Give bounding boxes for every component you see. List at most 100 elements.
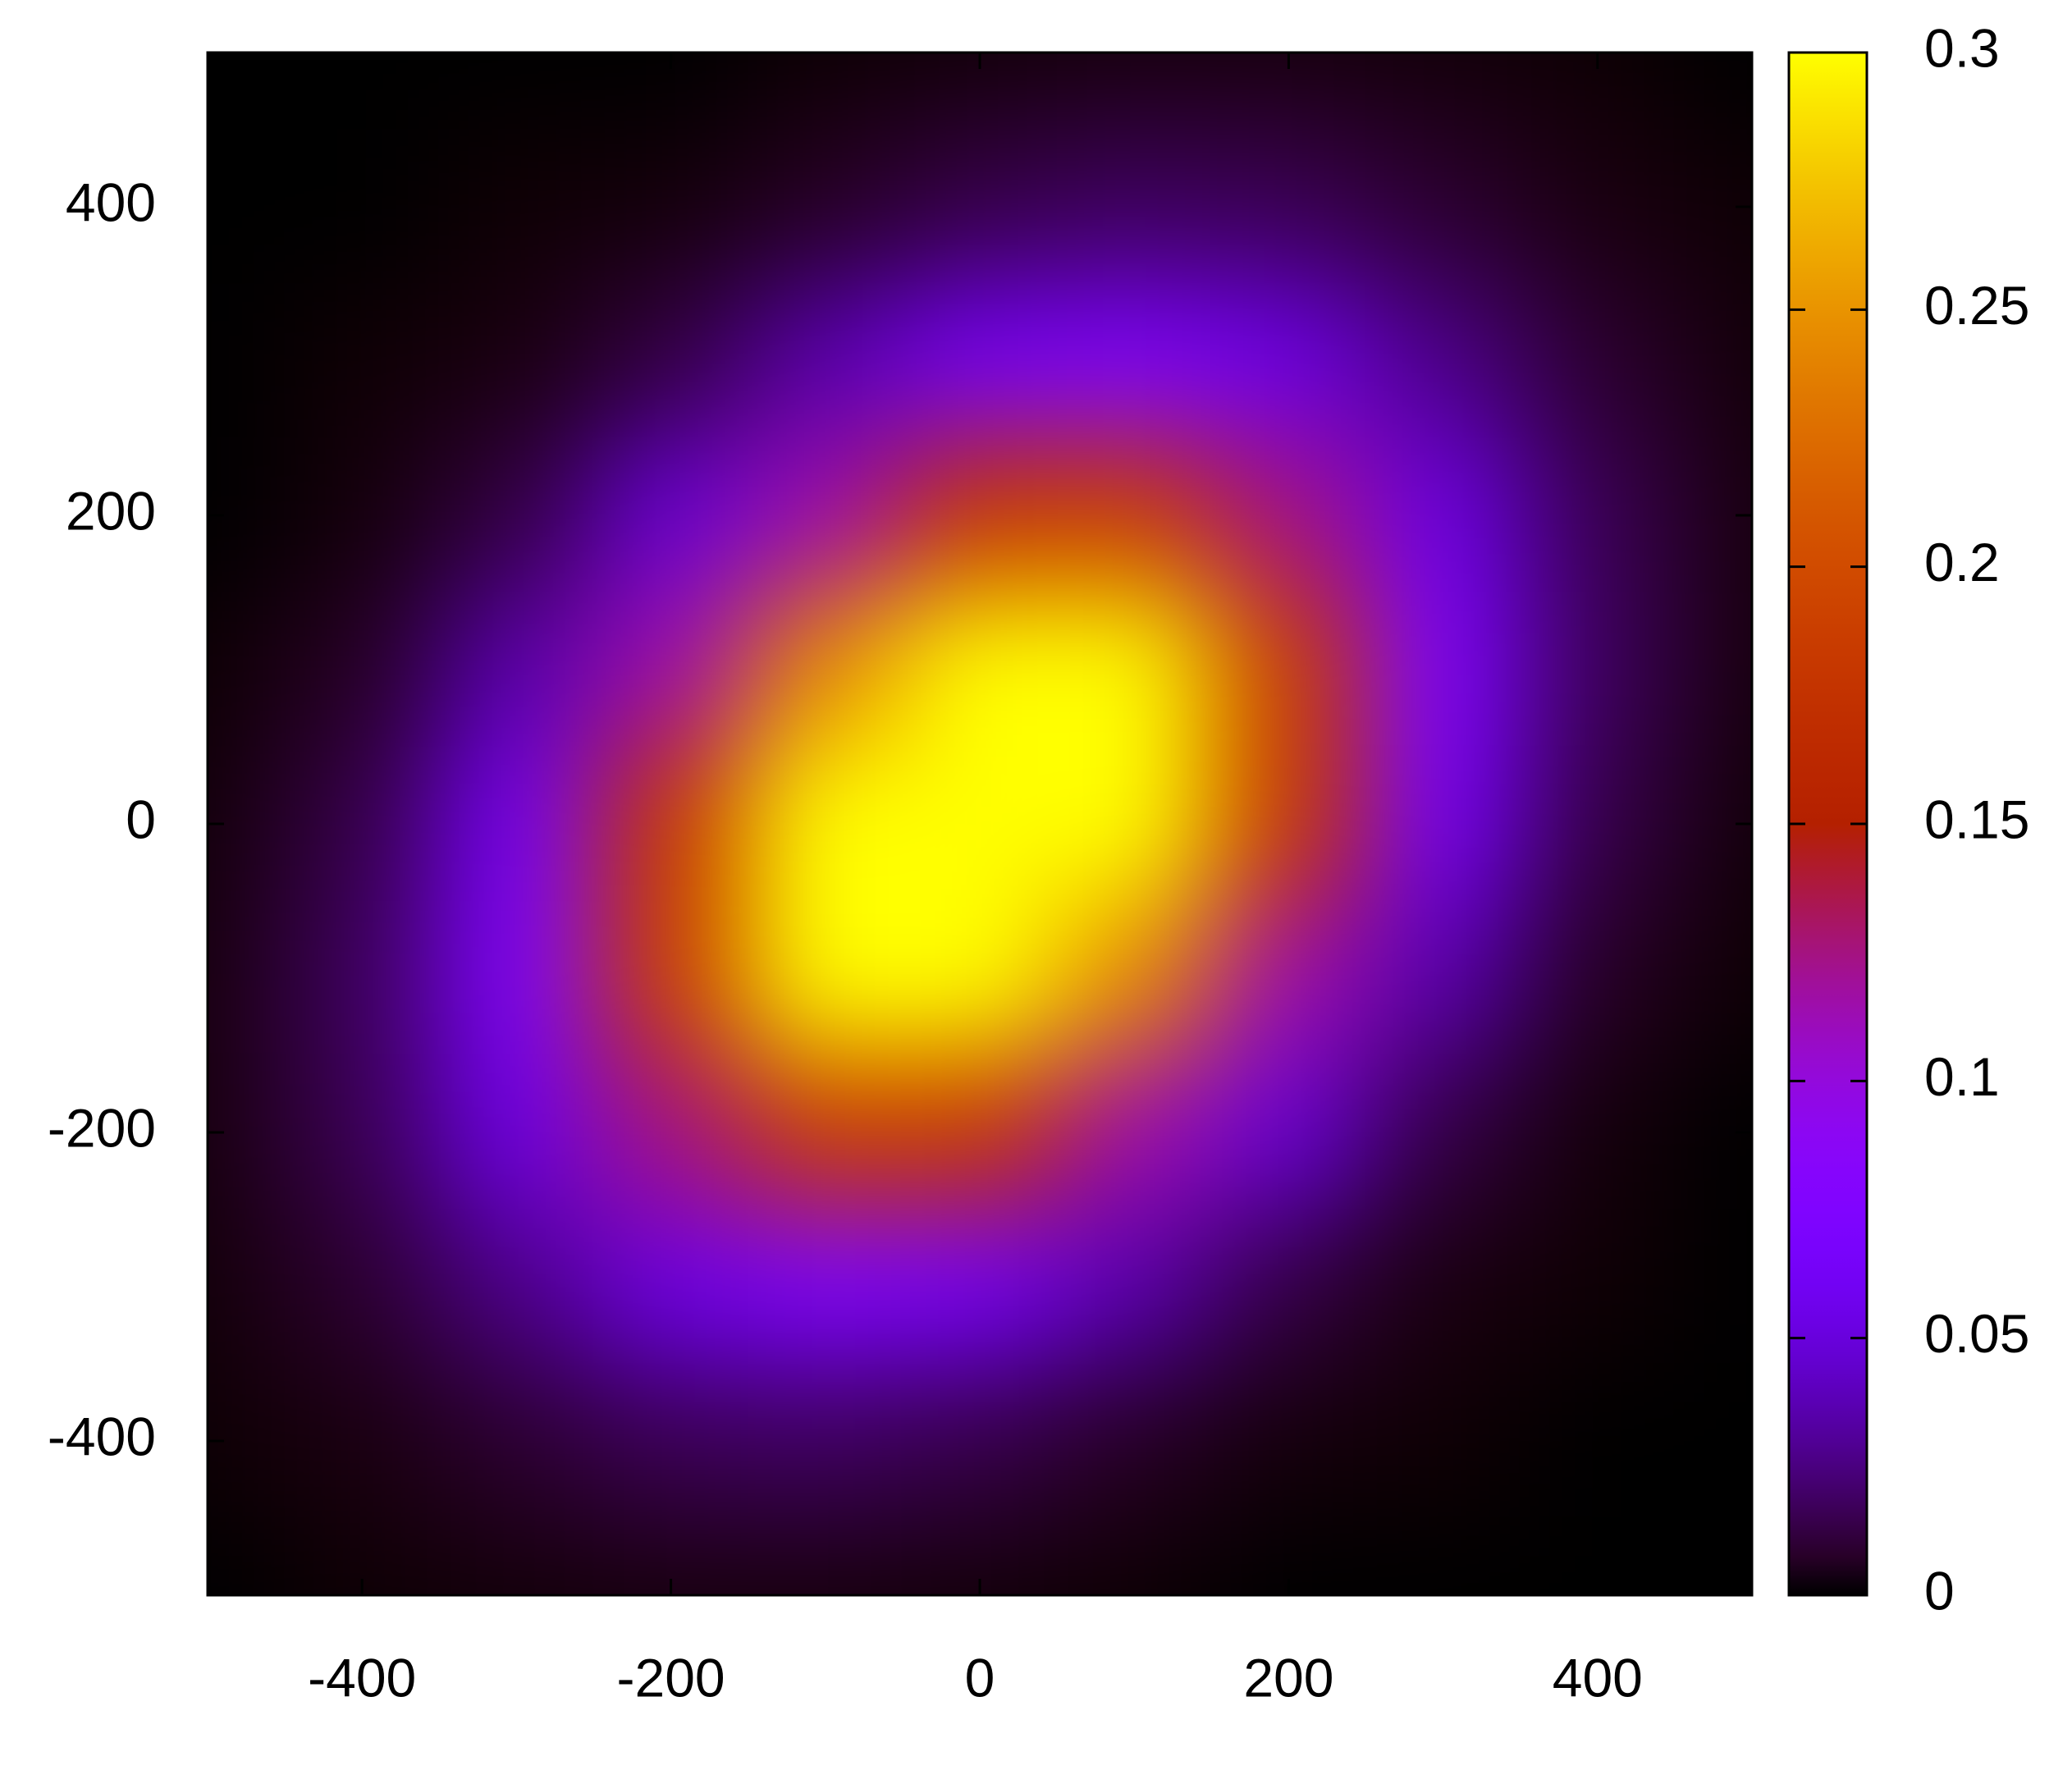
heatmap-cell	[747, 1363, 903, 1519]
heatmap-cell	[747, 129, 903, 285]
heatmap-cell	[284, 129, 441, 285]
colorbar-tick-label: 0.25	[1924, 275, 2029, 336]
heatmap-cell	[1365, 1363, 1521, 1519]
heatmap-cell	[592, 592, 749, 748]
colorbar-tick-label: 0.2	[1924, 532, 2000, 592]
heatmap-cell	[1673, 283, 1752, 439]
heatmap-cell	[1365, 746, 1521, 902]
heatmap-cell	[284, 1054, 441, 1210]
heatmap-cell	[592, 283, 749, 439]
heatmap-cell	[1056, 1517, 1213, 1595]
heatmap-cell	[901, 283, 1059, 439]
heatmap-cell	[747, 437, 903, 593]
heatmap-cell	[1365, 1209, 1521, 1365]
heatmap-cell	[1056, 1054, 1213, 1210]
heatmap-cell	[1210, 1209, 1367, 1365]
heatmap-cell	[438, 900, 595, 1056]
heatmap-cell	[1673, 900, 1752, 1056]
heatmap-cells	[208, 53, 1752, 1595]
heatmap-cell	[901, 900, 1059, 1056]
heatmap-cell	[747, 283, 903, 439]
heatmap-cell	[208, 53, 286, 130]
heatmap	[208, 53, 1752, 1595]
heatmap-cell	[1056, 129, 1213, 285]
colorbar-tick-label: 0.1	[1924, 1046, 2000, 1107]
heatmap-cell	[284, 746, 441, 902]
heatmap-cell	[592, 746, 749, 902]
heatmap-cell	[1673, 592, 1752, 748]
heatmap-cell	[1210, 1363, 1367, 1519]
heatmap-cell	[284, 283, 441, 439]
heatmap-cell	[1365, 53, 1521, 130]
y-tick-label: 0	[126, 789, 156, 849]
heatmap-cell	[747, 900, 903, 1056]
heatmap-cell	[1056, 746, 1213, 902]
heatmap-cell	[1210, 283, 1367, 439]
heatmap-cell	[1673, 1517, 1752, 1595]
heatmap-cell	[438, 437, 595, 593]
heatmap-cell	[1056, 1209, 1213, 1365]
heatmap-cell	[901, 1054, 1059, 1210]
heatmap-cell	[284, 1363, 441, 1519]
heatmap-cell	[1210, 129, 1367, 285]
heatmap-cell	[901, 129, 1059, 285]
y-tick-label: 400	[66, 172, 156, 232]
heatmap-cell	[1056, 592, 1213, 748]
heatmap-cell	[1519, 437, 1676, 593]
heatmap-cell	[1519, 283, 1676, 439]
heatmap-cell	[284, 1209, 441, 1365]
heatmap-cell	[438, 746, 595, 902]
heatmap-cell	[208, 1517, 286, 1595]
heatmap-cell	[747, 592, 903, 748]
heatmap-cell	[208, 900, 286, 1056]
heatmap-cell	[1210, 1054, 1367, 1210]
heatmap-cell	[1365, 1517, 1521, 1595]
heatmap-cell	[438, 1517, 595, 1595]
heatmap-cell	[438, 1209, 595, 1365]
colorbar-tick-label: 0	[1924, 1560, 1955, 1621]
x-tick-label: 400	[1553, 1647, 1643, 1708]
heatmap-cell	[1365, 592, 1521, 748]
heatmap-cell	[438, 592, 595, 748]
x-tick-label: -200	[617, 1647, 725, 1708]
heatmap-cell	[284, 437, 441, 593]
heatmap-cell	[1056, 283, 1213, 439]
heatmap-cell	[747, 1517, 903, 1595]
y-tick-label: -400	[48, 1406, 156, 1466]
x-tick-label: 200	[1243, 1647, 1333, 1708]
heatmap-cell	[1365, 437, 1521, 593]
heatmap-cell	[1056, 437, 1213, 593]
heatmap-cell	[438, 283, 595, 439]
heatmap-cell	[1519, 1054, 1676, 1210]
heatmap-cell	[208, 1209, 286, 1365]
heatmap-cell	[1365, 900, 1521, 1056]
heatmap-cell	[747, 746, 903, 902]
heatmap-cell	[438, 1054, 595, 1210]
heatmap-cell	[747, 1054, 903, 1210]
heatmap-cell	[901, 1363, 1059, 1519]
heatmap-cell	[1210, 900, 1367, 1056]
heatmap-cell	[592, 1209, 749, 1365]
heatmap-cell	[284, 900, 441, 1056]
heatmap-cell	[901, 437, 1059, 593]
y-tick-label: -200	[48, 1097, 156, 1158]
heatmap-cell	[1519, 746, 1676, 902]
heatmap-cell	[747, 53, 903, 130]
heatmap-cell	[901, 592, 1059, 748]
heatmap-cell	[1673, 1209, 1752, 1365]
y-tick-label: 200	[66, 480, 156, 541]
heatmap-cell	[1673, 53, 1752, 130]
heatmap-cell	[592, 1363, 749, 1519]
heatmap-cell	[1365, 129, 1521, 285]
colorbar-tick-label: 0.3	[1924, 17, 2000, 78]
heatmap-cell	[747, 1209, 903, 1365]
heatmap-cell	[1056, 900, 1213, 1056]
heatmap-cell	[1210, 592, 1367, 748]
heatmap-cell	[438, 1363, 595, 1519]
heatmap-cell	[592, 129, 749, 285]
heatmap-cell	[1210, 437, 1367, 593]
heatmap-cell	[1056, 1363, 1213, 1519]
heatmap-cell	[438, 53, 595, 130]
